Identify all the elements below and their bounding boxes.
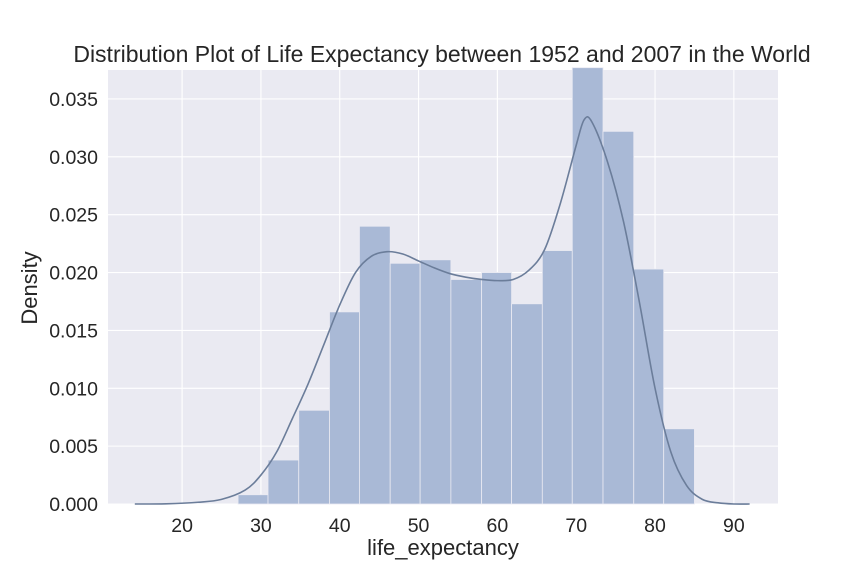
y-tick-label: 0.030 bbox=[49, 147, 98, 169]
histogram-bar bbox=[359, 225, 391, 505]
histogram-bar bbox=[298, 409, 330, 505]
histogram-bars bbox=[237, 67, 695, 505]
histogram-bar bbox=[329, 311, 360, 505]
histogram-bar bbox=[389, 262, 421, 505]
x-axis-label: life_expectancy bbox=[367, 535, 519, 560]
histogram-bar bbox=[450, 279, 483, 505]
histogram-bar bbox=[602, 130, 635, 505]
x-tick-label: 60 bbox=[487, 515, 509, 537]
y-tick-label: 0.015 bbox=[49, 320, 98, 342]
histogram-bar bbox=[267, 459, 300, 505]
histogram-bar bbox=[237, 494, 269, 505]
histogram-bar bbox=[541, 250, 573, 505]
y-tick-label: 0.025 bbox=[49, 205, 98, 227]
histogram-bar bbox=[511, 303, 543, 505]
x-tick-label: 50 bbox=[408, 515, 430, 537]
y-tick-label: 0.005 bbox=[49, 436, 98, 458]
y-tick-label: 0.035 bbox=[49, 89, 98, 111]
y-tick-label: 0.000 bbox=[49, 494, 98, 516]
histogram-bar bbox=[571, 67, 604, 505]
histogram-bar bbox=[481, 272, 512, 505]
histogram-bar bbox=[633, 268, 665, 505]
histogram-bar bbox=[663, 428, 695, 505]
x-tick-label: 30 bbox=[250, 515, 272, 537]
x-tick-label: 90 bbox=[723, 515, 745, 537]
chart-title: Distribution Plot of Life Expectancy bet… bbox=[73, 41, 810, 67]
kde-curve bbox=[134, 116, 750, 505]
y-tick-label: 0.010 bbox=[49, 378, 98, 400]
histogram-bar bbox=[419, 259, 452, 505]
y-axis-ticks: 0.000 0.005 0.010 0.015 0.020 0.025 0.030 0.035 bbox=[49, 89, 98, 516]
x-tick-label: 70 bbox=[565, 515, 587, 537]
x-tick-label: 20 bbox=[171, 515, 193, 537]
y-axis-label: Density bbox=[17, 251, 42, 324]
x-axis-ticks: 20 30 40 50 60 70 80 90 bbox=[171, 515, 745, 537]
x-tick-label: 80 bbox=[644, 515, 666, 537]
x-tick-label: 40 bbox=[329, 515, 351, 537]
y-tick-label: 0.020 bbox=[49, 263, 98, 285]
